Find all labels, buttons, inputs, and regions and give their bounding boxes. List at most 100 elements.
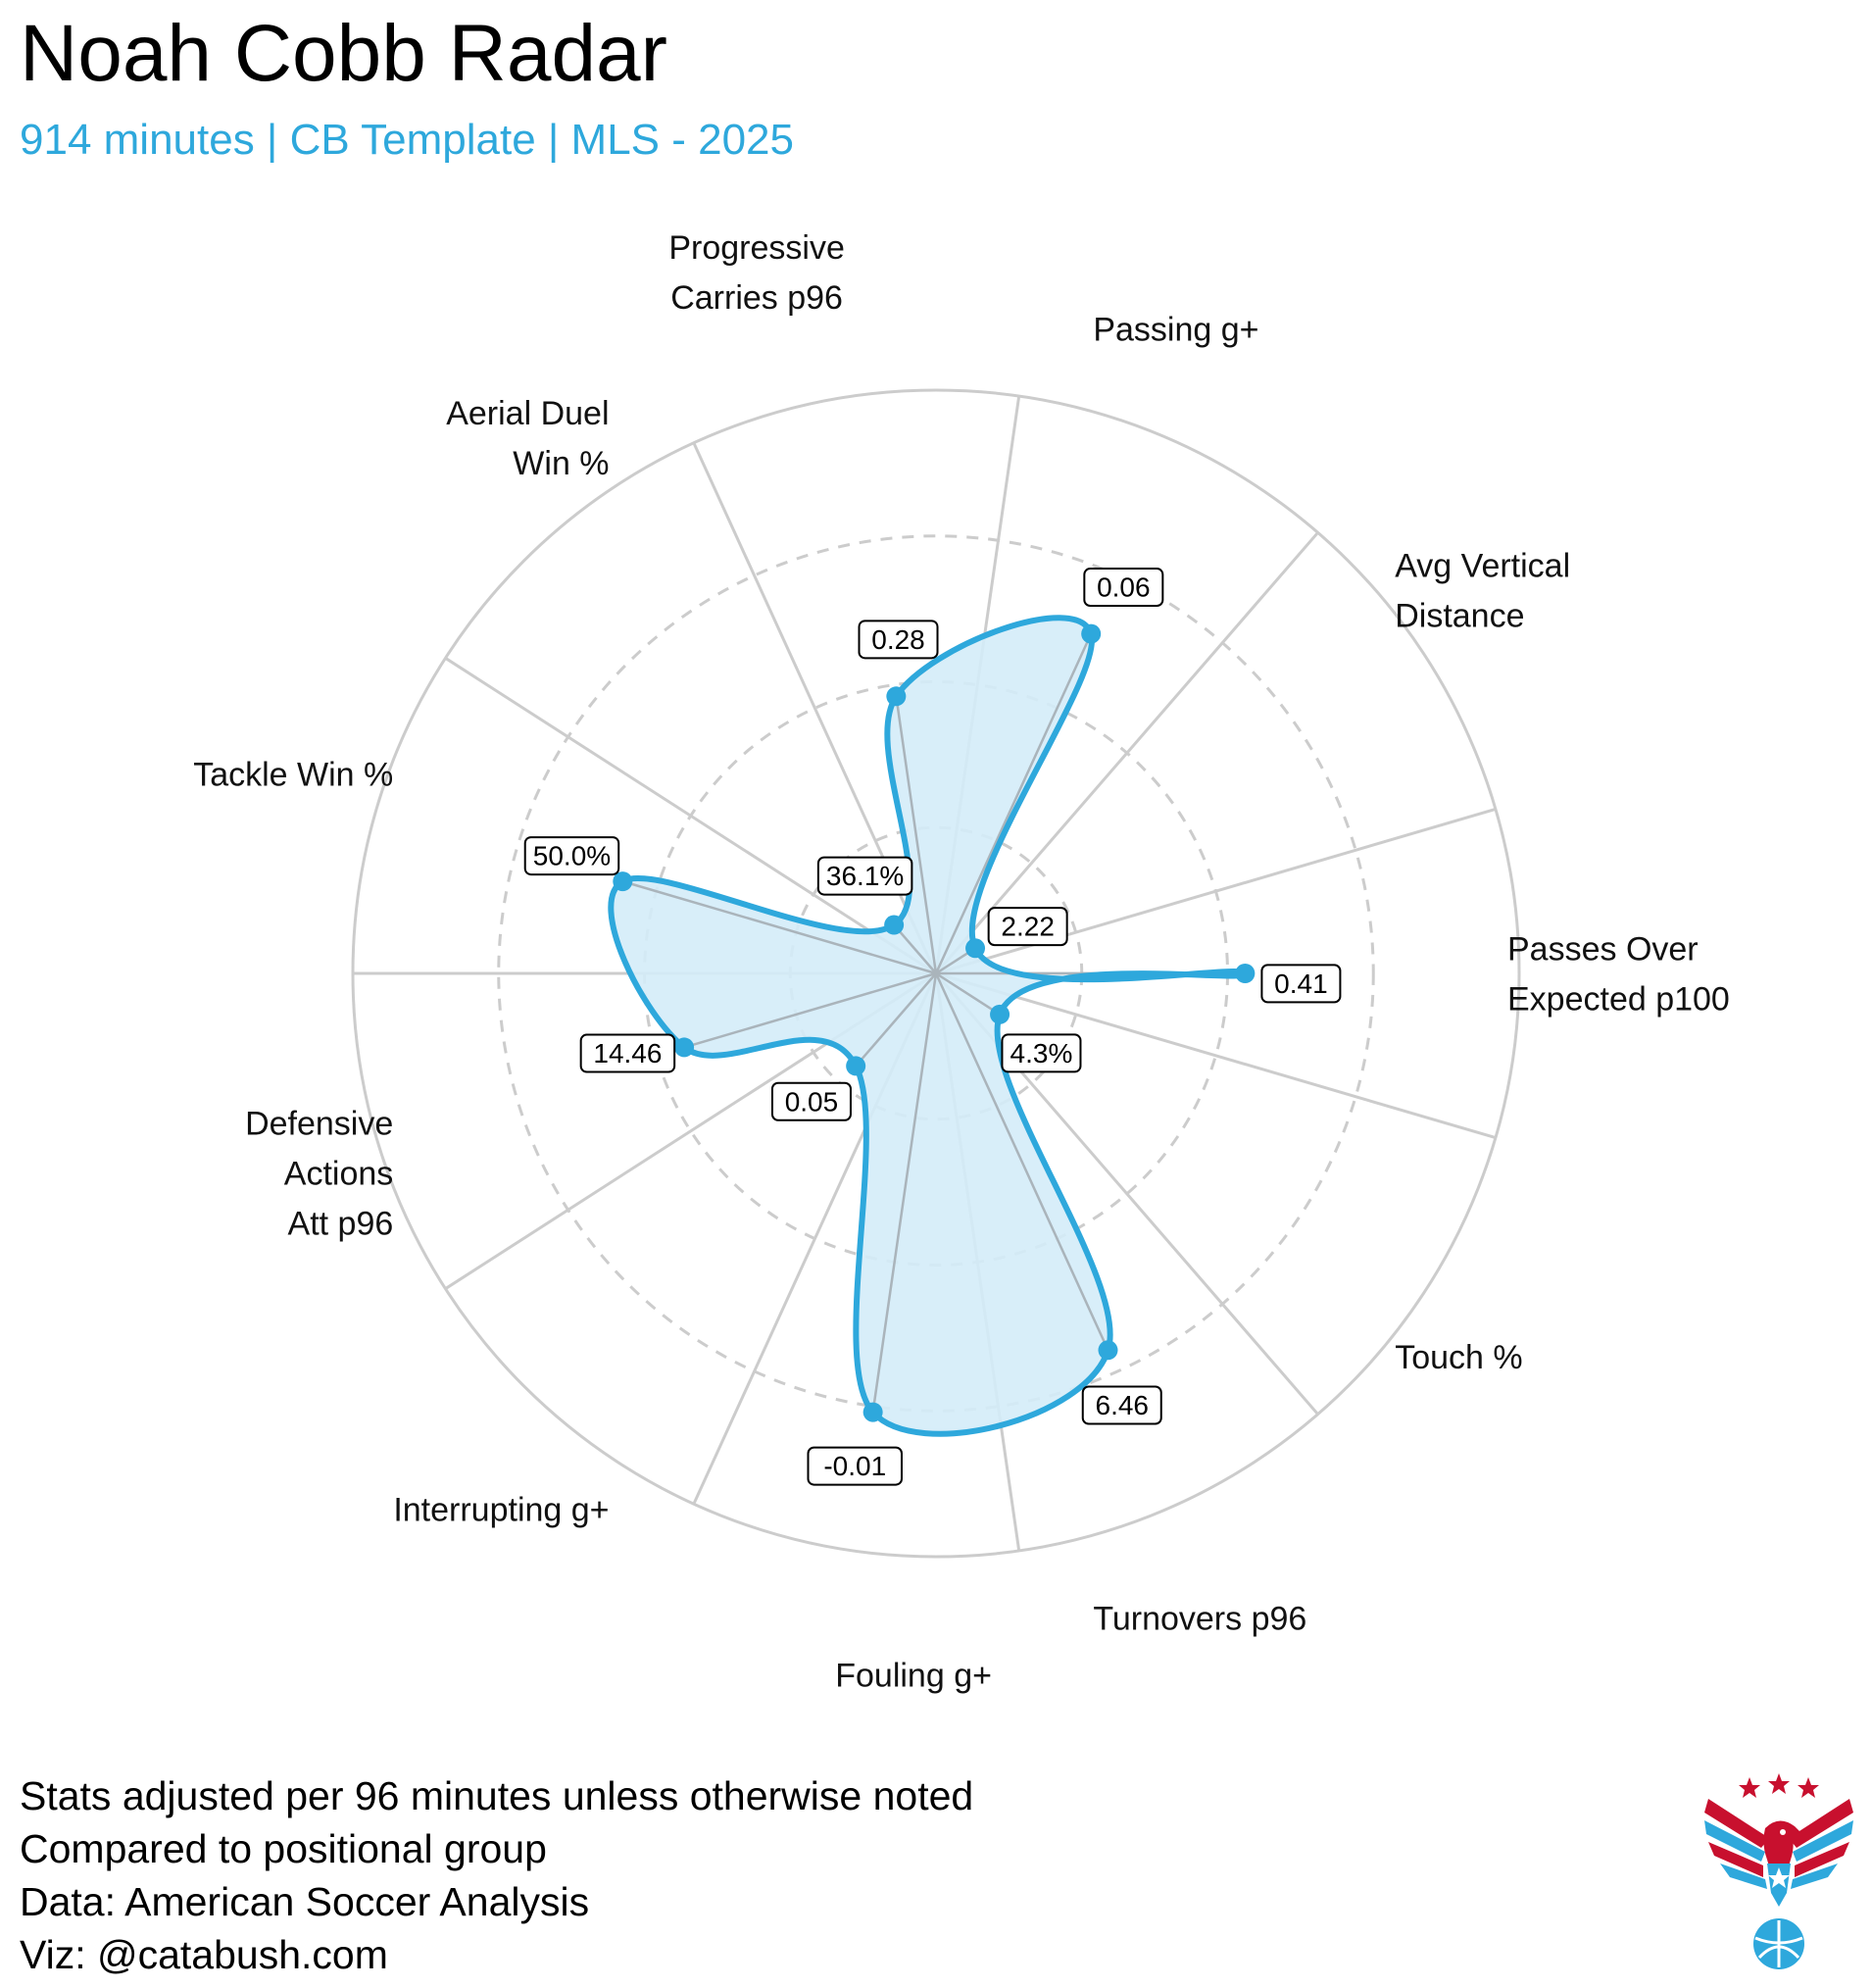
axis-label-line: Turnovers p96 [1093,1601,1306,1638]
axis-label: Defensive Actions Att p96 [245,1106,393,1243]
data-point [1098,1340,1118,1361]
axis-label-line: Distance [1395,598,1524,635]
value-label: 50.0% [523,836,620,876]
value-label: 0.28 [858,620,939,660]
axis-label-line: Aerial Duel [446,395,609,432]
value-spoke [683,971,937,1049]
data-point [1081,623,1102,644]
value-label-box [1001,1033,1082,1073]
value-label-box [523,836,620,876]
value-label-box [1083,568,1164,608]
stars-icon [1739,1773,1819,1798]
axis-label: Turnovers p96 [1093,1601,1306,1638]
value-label-text: 0.06 [1097,572,1151,603]
axis-label: Fouling g+ [835,1658,992,1695]
value-spoke [621,879,937,975]
footer-line: Compared to positional group [20,1826,547,1871]
value-label: 0.41 [1260,964,1342,1004]
value-label-text: 6.46 [1096,1390,1150,1420]
value-label-text: 36.1% [826,861,904,891]
left-wing-icon [1704,1799,1769,1889]
data-point [990,1004,1010,1024]
value-label: 4.3% [1001,1033,1082,1073]
chart-subtitle: 914 minutes | CB Template | MLS - 2025 [20,116,795,164]
value-label: 6.46 [1081,1385,1162,1425]
eagle-soccer-logo-icon [1704,1773,1853,1969]
value-label-box [770,1081,852,1121]
grid-ring [497,534,1375,1413]
axis-label: Interrupting g+ [393,1491,609,1528]
value-label: 0.06 [1083,568,1164,608]
value-label-box [858,620,939,660]
axis-label: Aerial Duel Win % [446,395,609,482]
right-wing-icon [1789,1799,1853,1889]
axis-label: Avg Vertical Distance [1395,548,1570,635]
axis-label-line: Defensive [245,1106,393,1143]
value-label-box [579,1033,676,1073]
value-label: 36.1% [816,856,913,896]
value-spoke [895,696,938,974]
axis-label-line: Interrupting g+ [393,1491,609,1528]
grid-spoke [444,657,937,975]
value-spoke [935,971,1001,1016]
value-label-box [987,907,1068,947]
data-point [862,1402,883,1422]
data-point [884,915,905,935]
value-label-text: 0.41 [1274,969,1328,999]
value-label-text: 4.3% [1010,1038,1073,1069]
axis-label-line: Fouling g+ [835,1658,992,1695]
value-spoke [855,972,937,1068]
axis-label-line: Expected p100 [1507,981,1730,1019]
footer-line: Viz: @catabush.com [20,1932,388,1977]
value-spoke [934,633,1093,974]
grid-spoke [935,971,1497,1140]
axis-label-line: Passing g+ [1093,311,1258,348]
value-label: 14.46 [579,1033,676,1073]
axis-label: Passes Over Expected p100 [1507,931,1730,1019]
value-spoke [934,972,1109,1351]
eagle-body-icon [1763,1820,1802,1907]
axis-label-line: Win % [513,445,609,482]
axis-label-line: Carries p96 [670,279,843,317]
axis-label-line: Progressive [668,229,845,267]
value-spoke [871,972,938,1413]
value-label-box [816,856,913,896]
footer-line: Stats adjusted per 96 minutes unless oth… [20,1773,974,1818]
chart-title: Noah Cobb Radar [20,9,667,98]
value-label-text: 50.0% [533,841,611,871]
axis-label: Touch % [1395,1339,1522,1376]
value-label-text: 14.46 [593,1038,662,1069]
grid-spoke [934,531,1319,974]
value-label: -0.01 [807,1446,903,1486]
radar-chart: 0.41 4.3% 6.46 -0.01 0.05 14.46 50.0% 36.1% 0.28… [193,229,1730,1695]
radar-labels: Passes Over Expected p100 Touch % Turnovers… [193,229,1730,1695]
radar-data: 0.41 4.3% 6.46 -0.01 0.05 14.46 50.0% 36.1% 0.28… [523,568,1342,1486]
data-point [886,686,907,707]
value-label-text: 0.28 [871,624,925,655]
value-label-text: -0.01 [823,1451,886,1481]
footer-notes: Stats adjusted per 96 minutes unless oth… [20,1769,973,1981]
value-label-box [1260,964,1342,1004]
axis-label-line: Passes Over [1507,931,1699,969]
axis-label: Passing g+ [1093,311,1258,348]
axis-label-line: Touch % [1395,1339,1522,1376]
value-label-box [807,1446,903,1486]
axis-label-line: Actions [284,1156,394,1193]
value-label: 2.22 [987,907,1068,947]
axis-label: Progressive Carries p96 [668,229,845,317]
data-point [613,871,633,892]
data-point [1235,964,1256,983]
value-label-box [1081,1385,1162,1425]
radar-outline [608,615,1249,1437]
data-point [674,1037,695,1058]
axis-label-line: Att p96 [288,1206,394,1243]
value-label: 0.05 [770,1081,852,1121]
value-label-text: 2.22 [1001,912,1055,942]
axis-label-line: Avg Vertical [1395,548,1570,585]
grid-spoke [935,807,1497,975]
value-spoke [893,923,937,974]
footer-line: Data: American Soccer Analysis [20,1879,590,1924]
axis-label-line: Tackle Win % [193,756,393,793]
soccer-ball-icon [1753,1918,1804,1969]
value-label-text: 0.05 [785,1086,839,1117]
